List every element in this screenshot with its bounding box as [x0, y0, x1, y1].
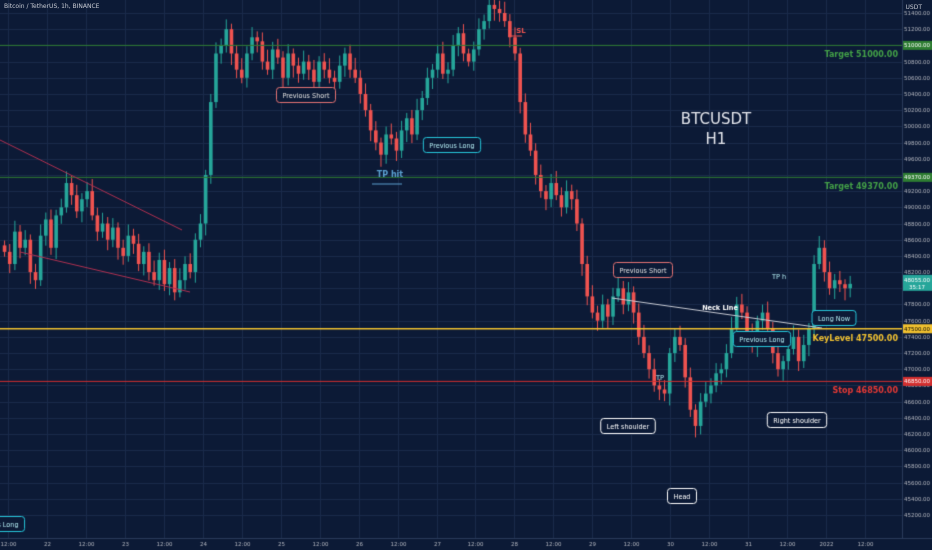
- symbol-header: Bitcoin / TetherUS, 1h, BINANCE: [4, 3, 100, 10]
- price-unit-label: USDT: [905, 4, 923, 11]
